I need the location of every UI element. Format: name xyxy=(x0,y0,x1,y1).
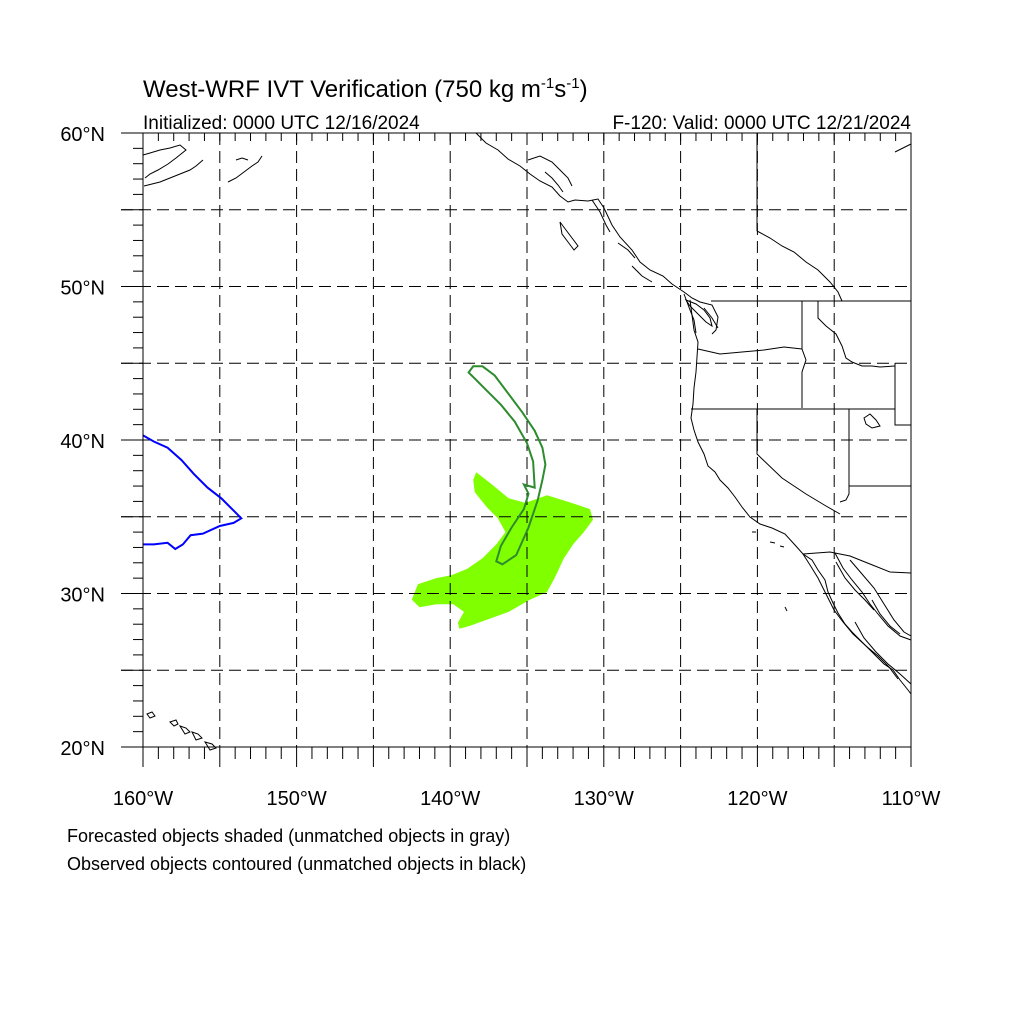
longitude-labels: 160°W 150°W 140°W 130°W 120°W 110°W xyxy=(113,788,941,810)
coastlines xyxy=(142,132,912,751)
lon-label: 130°W xyxy=(574,788,634,810)
valid-time-label: F-120: Valid: 0000 UTC 12/21/2024 xyxy=(612,113,911,134)
lon-label: 110°W xyxy=(882,788,941,810)
observed-unmatched-contour xyxy=(142,434,243,551)
footnote-observed: Observed objects contoured (unmatched ob… xyxy=(67,854,526,874)
graticule xyxy=(121,133,911,747)
lat-label: 50°N xyxy=(60,278,105,300)
forecast-object xyxy=(411,472,593,629)
lon-label: 120°W xyxy=(727,788,787,810)
lat-label: 30°N xyxy=(60,585,105,607)
lat-label: 60°N xyxy=(60,124,105,146)
initialized-label: Initialized: 0000 UTC 12/16/2024 xyxy=(143,113,420,134)
footnote-forecast: Forecasted objects shaded (unmatched obj… xyxy=(67,826,510,846)
lat-label: 40°N xyxy=(60,431,105,453)
lon-label: 160°W xyxy=(113,788,173,810)
lon-label: 140°W xyxy=(420,788,480,810)
state-borders xyxy=(691,133,912,574)
observed-object-contour xyxy=(467,365,547,566)
latitude-labels: 60°N 50°N 40°N 30°N 20°N xyxy=(60,124,105,760)
lon-label: 150°W xyxy=(266,788,326,810)
lat-label: 20°N xyxy=(60,738,105,760)
axis-ticks xyxy=(121,132,912,767)
chart-title: West-WRF IVT Verification (750 kg m-1s-1… xyxy=(143,75,588,103)
